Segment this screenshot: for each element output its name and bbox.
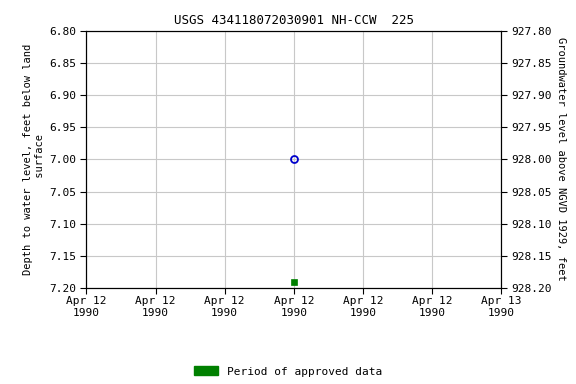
Legend: Period of approved data: Period of approved data xyxy=(194,366,382,377)
Y-axis label: Depth to water level, feet below land
 surface: Depth to water level, feet below land su… xyxy=(23,44,45,275)
Y-axis label: Groundwater level above NGVD 1929, feet: Groundwater level above NGVD 1929, feet xyxy=(556,38,566,281)
Title: USGS 434118072030901 NH-CCW  225: USGS 434118072030901 NH-CCW 225 xyxy=(174,14,414,27)
